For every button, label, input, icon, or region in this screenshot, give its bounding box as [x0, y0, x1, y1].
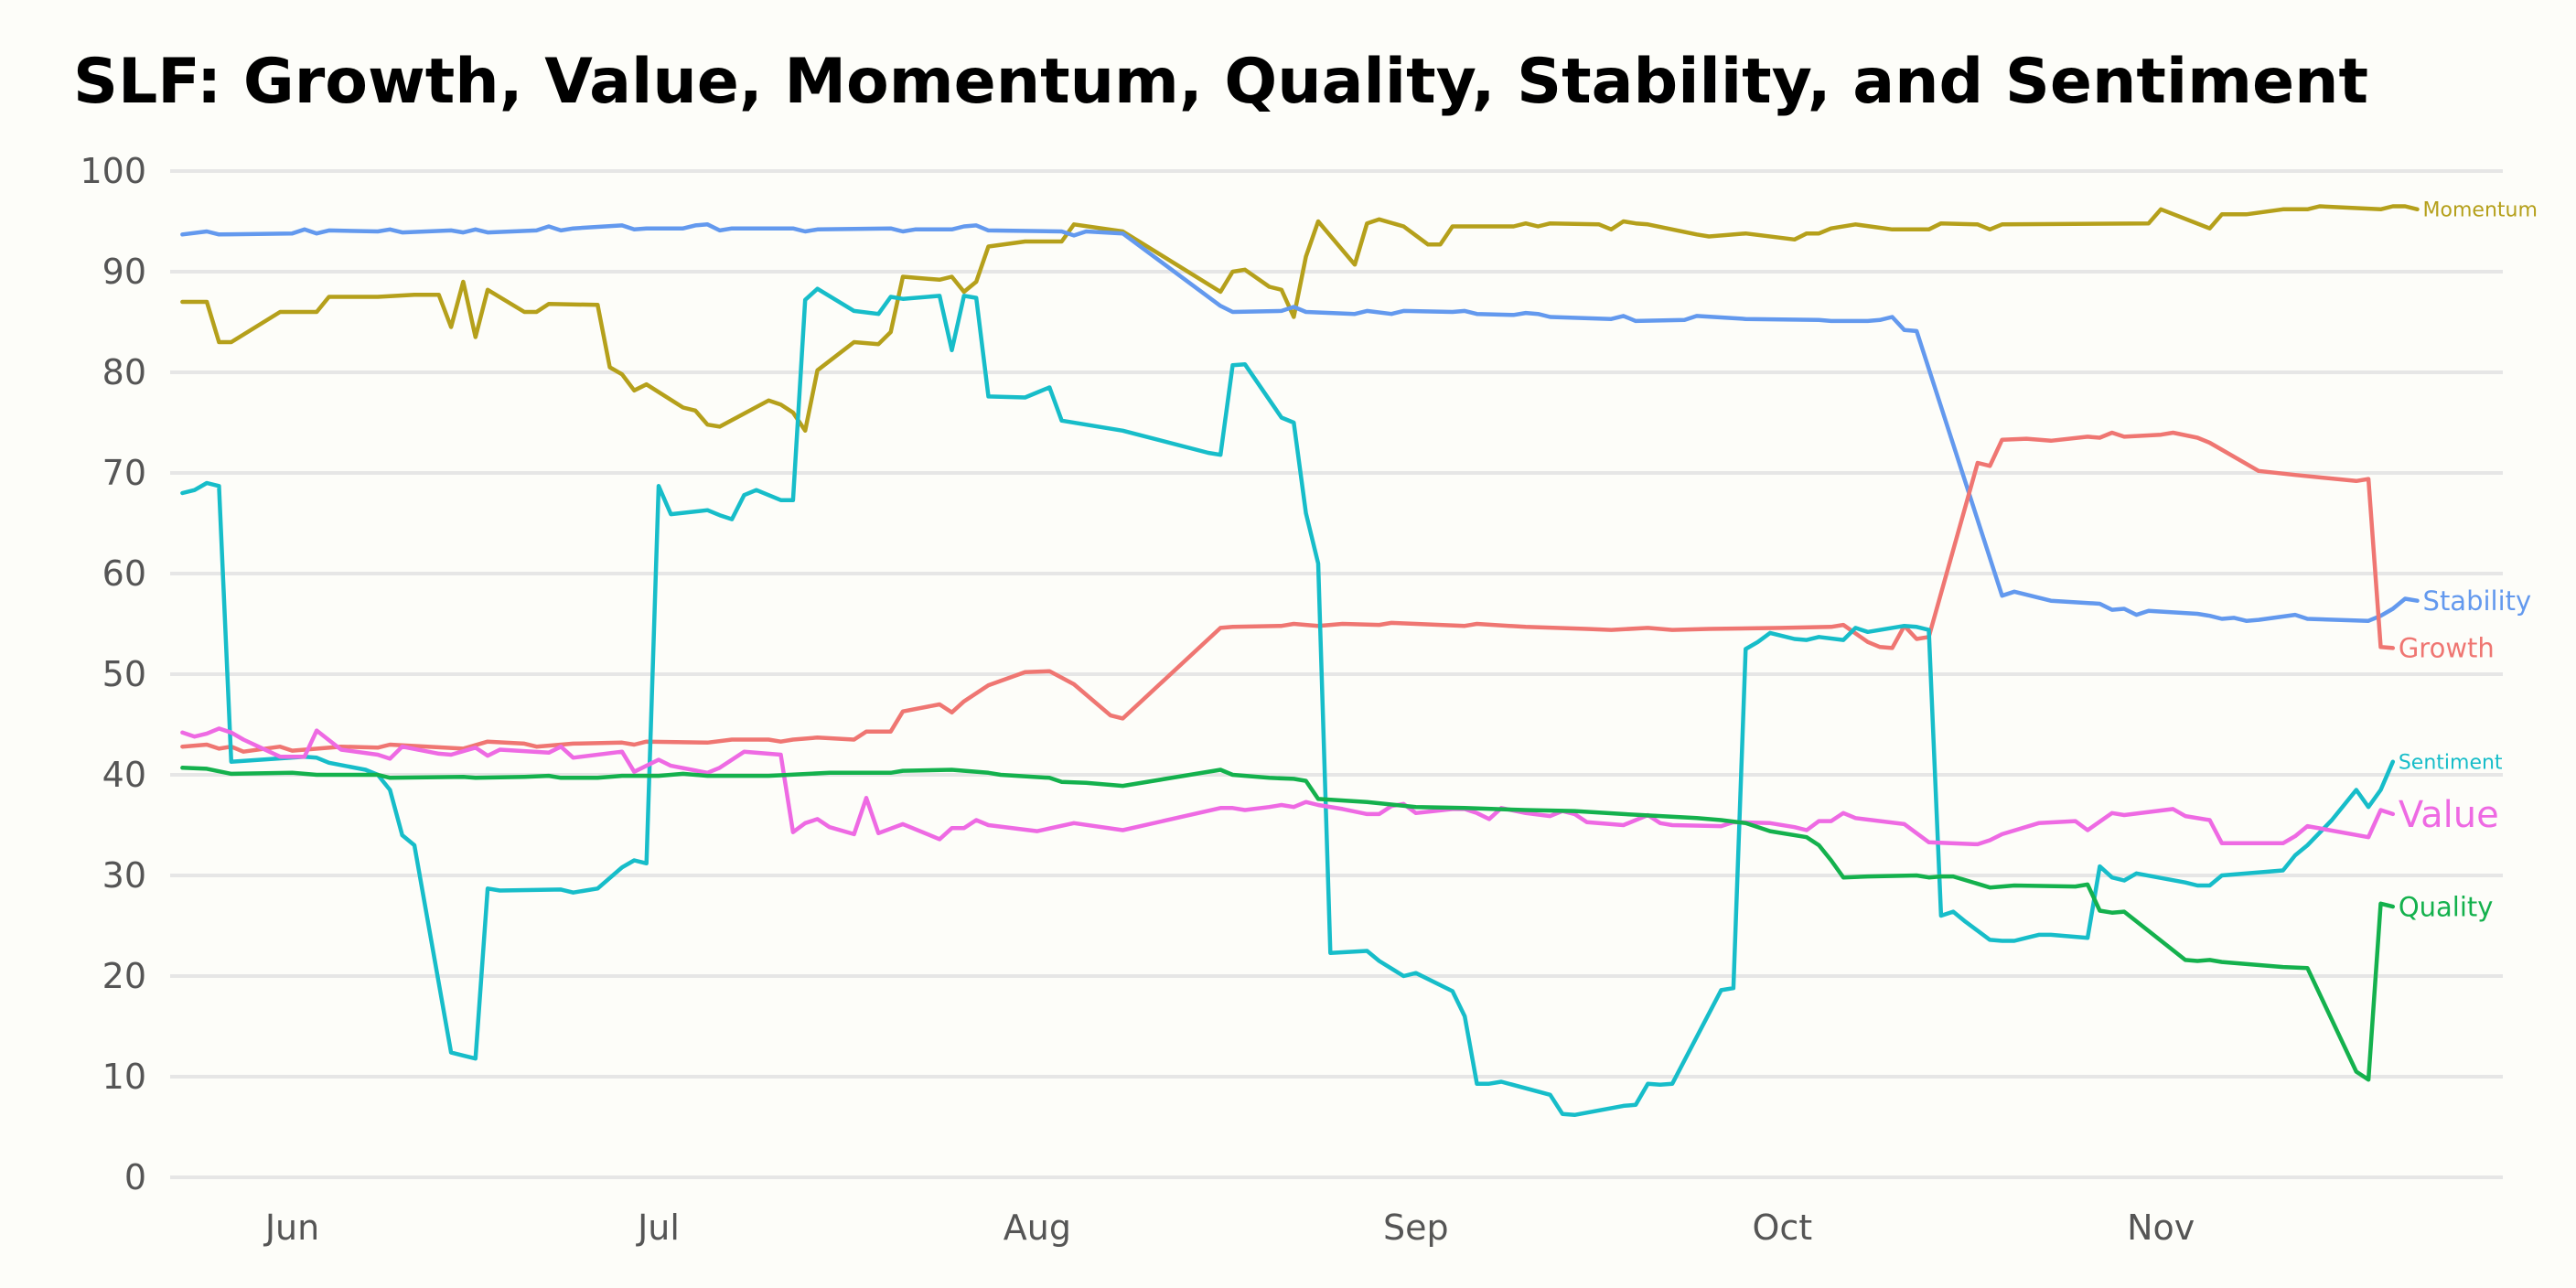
grid-lines: [170, 169, 2503, 1179]
y-axis-ticks: 0 10 20 30 40 50 60 70 80 90 100: [80, 151, 146, 1197]
series-line-quality: [180, 766, 2396, 1082]
y-tick-label: 70: [102, 453, 146, 493]
series-line-sentiment: [180, 286, 2396, 1118]
chart-title: SLF: Growth, Value, Momentum, Quality, S…: [73, 46, 2369, 118]
series-label-momentum: Momentum: [2423, 199, 2538, 222]
series-line-momentum: [180, 204, 2420, 434]
series-label-quality: Quality: [2399, 891, 2494, 922]
x-tick-label: Jul: [636, 1208, 680, 1248]
y-tick-label: 80: [102, 352, 146, 392]
y-tick-label: 10: [102, 1057, 146, 1097]
y-tick-label: 0: [124, 1157, 146, 1197]
series-line-value: [180, 726, 2396, 847]
y-tick-label: 50: [102, 654, 146, 694]
y-tick-label: 20: [102, 956, 146, 996]
series-line-growth: [180, 430, 2396, 754]
x-tick-label: Aug: [1004, 1208, 1071, 1248]
y-tick-label: 40: [102, 755, 146, 795]
series-label-value: Value: [2399, 794, 2499, 836]
series-lines: [180, 204, 2420, 1118]
series-label-stability: Stability: [2423, 585, 2532, 617]
series-labels: Momentum Stability Growth Sentiment Value Qua…: [2399, 199, 2538, 923]
y-tick-label: 90: [102, 252, 146, 292]
series-line-stability: [180, 222, 2420, 623]
y-tick-label: 30: [102, 855, 146, 896]
x-tick-label: Sep: [1383, 1208, 1449, 1248]
y-tick-label: 60: [102, 553, 146, 594]
series-label-growth: Growth: [2399, 633, 2495, 664]
x-tick-label: Oct: [1752, 1208, 1812, 1248]
x-axis-ticks: Jun Jul Aug Sep Oct Nov: [263, 1208, 2195, 1248]
series-label-sentiment: Sentiment: [2399, 751, 2503, 774]
x-tick-label: Nov: [2127, 1208, 2195, 1248]
x-tick-label: Jun: [263, 1208, 319, 1248]
y-tick-label: 100: [80, 151, 146, 191]
